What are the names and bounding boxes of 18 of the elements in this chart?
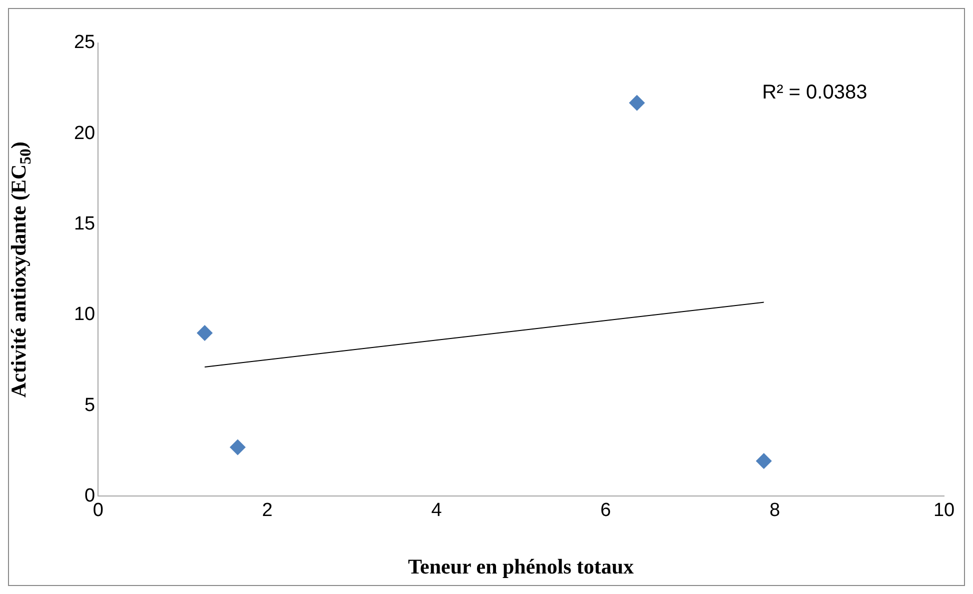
x-tick-label: 2 xyxy=(262,500,273,521)
y-tick-label: 20 xyxy=(74,122,96,144)
annotation: R² = 0.0383 xyxy=(762,82,868,104)
y-tick-label: 0 xyxy=(84,485,96,506)
point xyxy=(756,453,772,470)
y-tick-label: 5 xyxy=(84,394,96,416)
x-tick-label: 8 xyxy=(770,500,780,521)
point xyxy=(196,325,213,342)
y-tick-label: 10 xyxy=(74,304,96,326)
x-tick-label: 10 xyxy=(933,500,955,521)
point xyxy=(230,439,246,456)
y-tick-label: 25 xyxy=(74,32,96,54)
y-tick-label: 15 xyxy=(74,214,96,235)
point xyxy=(628,94,645,111)
x-axis-title: Teneur en phénols totaux xyxy=(408,554,634,579)
x-tick-label: 6 xyxy=(600,500,611,521)
y-axis-title: Activité antioxydante (EC50) xyxy=(6,142,34,398)
x-tick-label: 4 xyxy=(431,500,442,521)
